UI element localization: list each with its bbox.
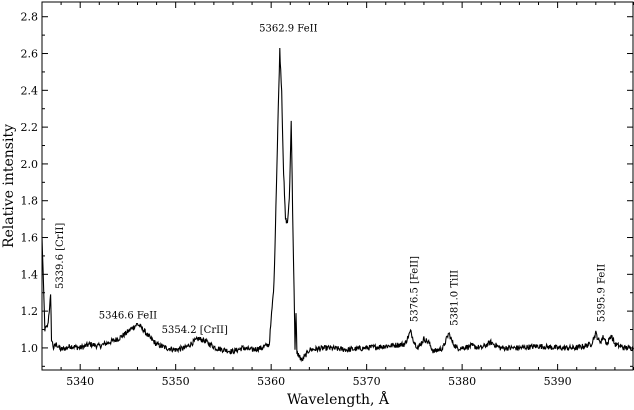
y-tick-label: 2.8 — [21, 11, 39, 24]
line-annotation: 5395.9 FeII — [596, 264, 607, 322]
plot-frame — [41, 1, 634, 371]
y-axis-title: Relative intensity — [1, 124, 17, 248]
line-annotation: 5346.6 FeII — [99, 310, 157, 321]
y-tick-label: 2.6 — [21, 48, 39, 61]
annotations-layer: 5339.6 [CrII] 5346.6 FeII 5354.2 [CrII] 536… — [55, 23, 607, 336]
x-tick-label: 5380 — [448, 375, 476, 388]
line-annotation: 5376.5 [FeII] — [409, 256, 420, 322]
y-tick-label: 1.6 — [21, 232, 39, 245]
spectrum-line — [41, 47, 634, 363]
x-axis-title: Wavelength, Å — [287, 390, 390, 408]
y-tick-label: 2.2 — [21, 121, 39, 134]
y-tick-label: 2.4 — [21, 84, 39, 97]
x-tick-label: 5370 — [353, 375, 381, 388]
tick-labels-layer: 5340 5350 5360 5370 5380 5390 1.0 1.2 1.4 1.6 1.8 2… — [21, 11, 572, 388]
y-tick-label: 1.4 — [21, 268, 39, 281]
line-annotation: 5339.6 [CrII] — [55, 223, 66, 289]
x-tick-label: 5360 — [257, 375, 285, 388]
y-tick-label: 1.0 — [21, 342, 39, 355]
line-annotation: 5362.9 FeII — [259, 23, 317, 34]
x-tick-label: 5350 — [162, 375, 190, 388]
line-annotation: 5381.0 TiII — [449, 270, 460, 326]
y-tick-label: 1.2 — [21, 305, 39, 318]
x-tick-label: 5390 — [544, 375, 572, 388]
y-tick-label: 2.0 — [21, 158, 39, 171]
x-tick-label: 5340 — [66, 375, 94, 388]
line-annotation: 5354.2 [CrII] — [162, 325, 228, 336]
y-tick-label: 1.8 — [21, 195, 39, 208]
